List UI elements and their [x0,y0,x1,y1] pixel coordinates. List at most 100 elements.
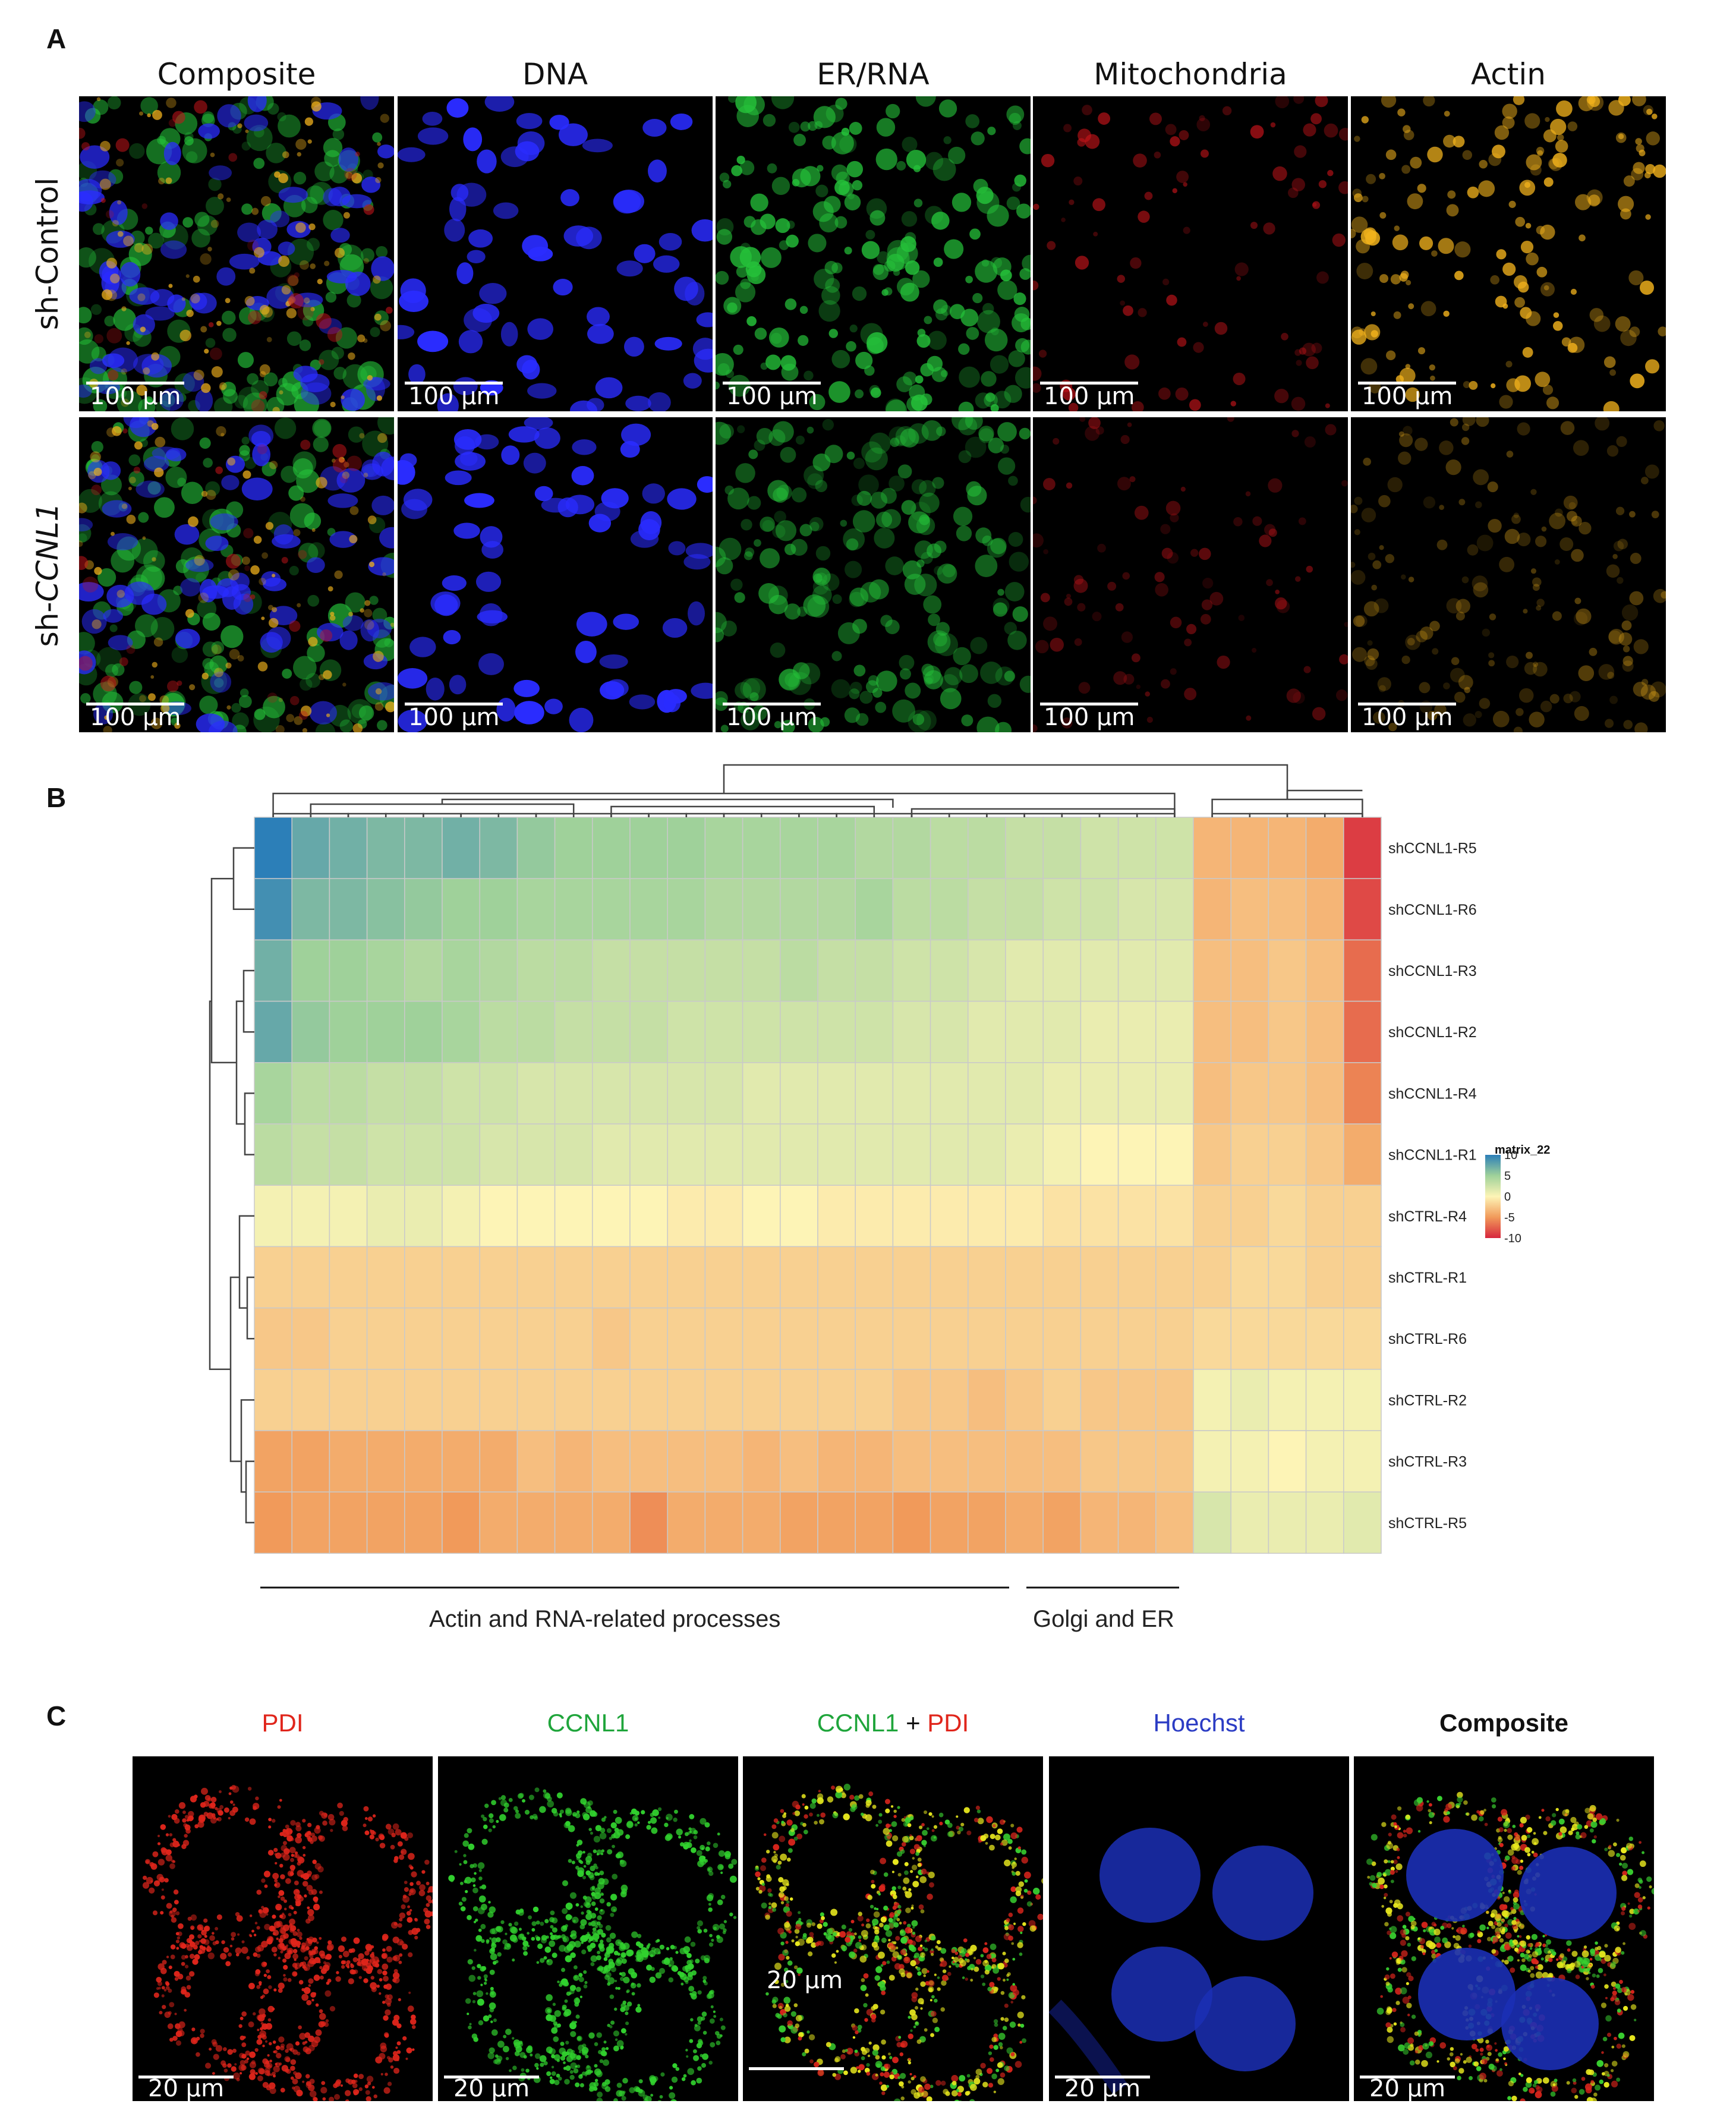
heatmap-cell [1042,1123,1082,1186]
scale-bar-label: 100 µm [1044,704,1135,731]
heatmap-cell [1230,939,1269,1002]
scale-bar-label: 100 µm [726,383,818,410]
heatmap-cell [1042,1369,1082,1431]
heatmap-cell [516,1062,556,1125]
heatmap-cell [442,939,480,1002]
heatmap-cell [704,1307,743,1370]
micrograph-ccnl1: 20 µm [438,1756,738,2101]
heatmap-row-label: shCCNL1-R4 [1388,1085,1477,1102]
scale-bar [405,382,503,385]
heatmap-cell [1155,1369,1194,1431]
heatmap-cell [366,1246,405,1309]
heatmap-cell [817,1369,856,1431]
heatmap-cell [479,1000,518,1063]
panel-a-letter: A [46,23,67,54]
heatmap-cell [404,1246,443,1309]
heatmap-cell [254,1246,292,1309]
panel-c-header-part: Composite [1439,1709,1568,1737]
heatmap-cell [1305,1000,1344,1063]
heatmap-cell [1042,878,1082,941]
heatmap-cell [1117,1307,1157,1370]
heatmap-cell [1005,1307,1044,1370]
heatmap-cell [667,1430,706,1492]
heatmap-cell [366,1000,405,1063]
heatmap-cell [479,1062,518,1125]
heatmap-cell [291,878,330,941]
heatmap-cell [404,1369,443,1431]
heatmap-cell [329,1246,368,1309]
panel-c-header-part: CCNL1 [547,1709,629,1737]
row-header-name: CCNL1 [30,502,65,602]
heatmap-cell [1230,1123,1269,1186]
heatmap-cell [516,1491,556,1554]
heatmap-cell [1005,1185,1044,1248]
heatmap-cell [742,1369,781,1431]
heatmap-cell [1305,1369,1344,1431]
heatmap-cell [291,1246,330,1309]
scale-bar [86,703,184,706]
heatmap-cell [592,1123,631,1186]
heatmap-cell [968,1185,1006,1248]
heatmap-row-label: shCCNL1-R5 [1388,840,1477,857]
heatmap-cell [1080,1123,1119,1186]
heatmap-cell [1042,1185,1082,1248]
heatmap-cell [968,1123,1006,1186]
micrograph-actin-control: 100 µm [1351,96,1666,411]
heatmap-cell [1268,1491,1307,1554]
heatmap-cell [1268,1062,1307,1125]
heatmap-cell [667,1062,706,1125]
panel-c-letter: C [46,1700,67,1731]
scale-bar [749,2067,844,2070]
heatmap-cell [479,1123,518,1186]
heatmap-cell [1268,939,1307,1002]
heatmap-cell [704,1246,743,1309]
row-header-name: Control [30,177,65,285]
heatmap-cell [1230,1430,1269,1492]
heatmap-cell [1155,1491,1194,1554]
heatmap-cell [592,1000,631,1063]
scale-bar [86,382,184,385]
heatmap-cell [742,1185,781,1248]
heatmap-cell [1005,1430,1044,1492]
heatmap-cell [442,1185,480,1248]
heatmap-cell [780,878,818,941]
heatmap-cell [930,1062,969,1125]
heatmap-cell [855,1307,894,1370]
heatmap-cell [629,1062,668,1125]
heatmap-cell [329,1062,368,1125]
heatmap-cell [254,1369,292,1431]
column-dendrogram [272,764,1363,817]
scale-bar [138,2076,234,2078]
heatmap-cell [855,817,894,879]
heatmap-cell [592,1185,631,1248]
heatmap-cell [667,1123,706,1186]
heatmap-cell [817,1062,856,1125]
heatmap-cell [892,1246,931,1309]
heatmap-cell [1042,939,1082,1002]
heatmap-cell [930,939,969,1002]
heatmap-cell [892,1430,931,1492]
heatmap-cell [1005,1246,1044,1309]
heatmap-cell [329,1369,368,1431]
heatmap-cell [930,878,969,941]
heatmap-cell [291,1000,330,1063]
heatmap-cell [667,1185,706,1248]
heatmap-cell [1080,939,1119,1002]
heatmap-cell [1305,878,1344,941]
heatmap-cell [817,1185,856,1248]
heatmap-cell [1268,878,1307,941]
heatmap-cell [254,1491,292,1554]
heatmap-cell [930,1491,969,1554]
heatmap-cell [366,1369,405,1431]
heatmap-cell [479,1246,518,1309]
heatmap-cell [329,1491,368,1554]
heatmap-cell [1117,1000,1157,1063]
heatmap-cell [1193,1491,1231,1554]
heatmap-cell [1268,1246,1307,1309]
heatmap-cell [892,1307,931,1370]
heatmap-cell [742,939,781,1002]
heatmap-cell [329,1123,368,1186]
heatmap-cell [1117,1246,1157,1309]
scale-bar-label: 20 µm [767,1967,843,1994]
heatmap-cell [1343,1000,1382,1063]
